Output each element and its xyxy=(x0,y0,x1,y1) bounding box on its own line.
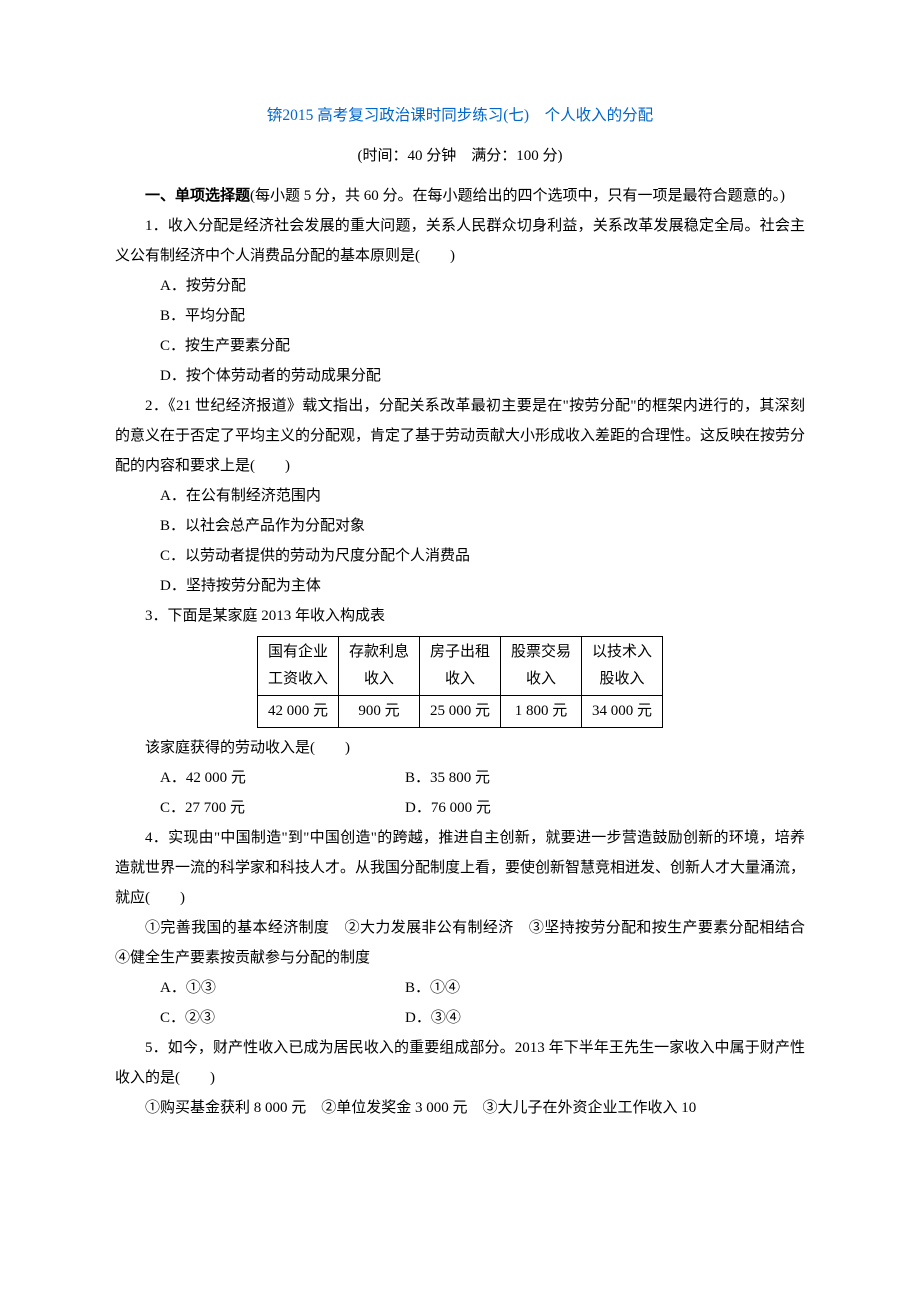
q3-text: 3．下面是某家庭 2013 年收入构成表 xyxy=(115,601,805,631)
section-1-bold: 一、单项选择题 xyxy=(145,188,250,204)
document-title: 锛2015 高考复习政治课时同步练习(七) 个人收入的分配 xyxy=(115,100,805,131)
table-header-5: 以技术入股收入 xyxy=(582,637,663,696)
q4-option-a: A．①③ xyxy=(160,973,405,1003)
q3-option-a: A．42 000 元 xyxy=(160,763,405,793)
q3-option-d: D．76 000 元 xyxy=(405,793,805,823)
q5-sub: ①购买基金获利 8 000 元 ②单位发奖金 3 000 元 ③大儿子在外资企业… xyxy=(115,1093,805,1123)
section-1-normal: (每小题 5 分，共 60 分。在每小题给出的四个选项中，只有一项是最符合题意的… xyxy=(250,188,785,204)
q4-option-d: D．③④ xyxy=(405,1003,805,1033)
q3-option-b: B．35 800 元 xyxy=(405,763,805,793)
q1-option-c: C．按生产要素分配 xyxy=(115,331,805,361)
table-cell-1: 42 000 元 xyxy=(257,696,338,728)
table-header-3: 房子出租收入 xyxy=(419,637,500,696)
table-cell-3: 25 000 元 xyxy=(419,696,500,728)
table-header-2: 存款利息收入 xyxy=(338,637,419,696)
q2-option-a: A．在公有制经济范围内 xyxy=(115,481,805,511)
table-cell-2: 900 元 xyxy=(338,696,419,728)
q3-after: 该家庭获得的劳动收入是( ) xyxy=(115,733,805,763)
q1-option-d: D．按个体劳动者的劳动成果分配 xyxy=(115,361,805,391)
table-header-1: 国有企业工资收入 xyxy=(257,637,338,696)
q4-option-c: C．②③ xyxy=(160,1003,405,1033)
q3-table: 国有企业工资收入 存款利息收入 房子出租收入 股票交易收入 以技术入股收入 42… xyxy=(257,636,663,728)
document-subtitle: (时间：40 分钟 满分：100 分) xyxy=(115,141,805,171)
q2-option-c: C．以劳动者提供的劳动为尺度分配个人消费品 xyxy=(115,541,805,571)
q1-text: 1．收入分配是经济社会发展的重大问题，关系人民群众切身利益，关系改革发展稳定全局… xyxy=(115,211,805,271)
q4-option-b: B．①④ xyxy=(405,973,805,1003)
table-header-4: 股票交易收入 xyxy=(501,637,582,696)
section-1-header: 一、单项选择题(每小题 5 分，共 60 分。在每小题给出的四个选项中，只有一项… xyxy=(115,181,805,211)
q1-option-b: B．平均分配 xyxy=(115,301,805,331)
q4-text: 4．实现由"中国制造"到"中国创造"的跨越，推进自主创新，就要进一步营造鼓励创新… xyxy=(115,823,805,913)
q3-option-c: C．27 700 元 xyxy=(160,793,405,823)
q2-option-b: B．以社会总产品作为分配对象 xyxy=(115,511,805,541)
q2-option-d: D．坚持按劳分配为主体 xyxy=(115,571,805,601)
q5-text: 5．如今，财产性收入已成为居民收入的重要组成部分。2013 年下半年王先生一家收… xyxy=(115,1033,805,1093)
q1-option-a: A．按劳分配 xyxy=(115,271,805,301)
q2-text: 2．《21 世纪经济报道》载文指出，分配关系改革最初主要是在"按劳分配"的框架内… xyxy=(115,391,805,481)
table-cell-4: 1 800 元 xyxy=(501,696,582,728)
table-cell-5: 34 000 元 xyxy=(582,696,663,728)
q4-sub: ①完善我国的基本经济制度 ②大力发展非公有制经济 ③坚持按劳分配和按生产要素分配… xyxy=(115,913,805,973)
